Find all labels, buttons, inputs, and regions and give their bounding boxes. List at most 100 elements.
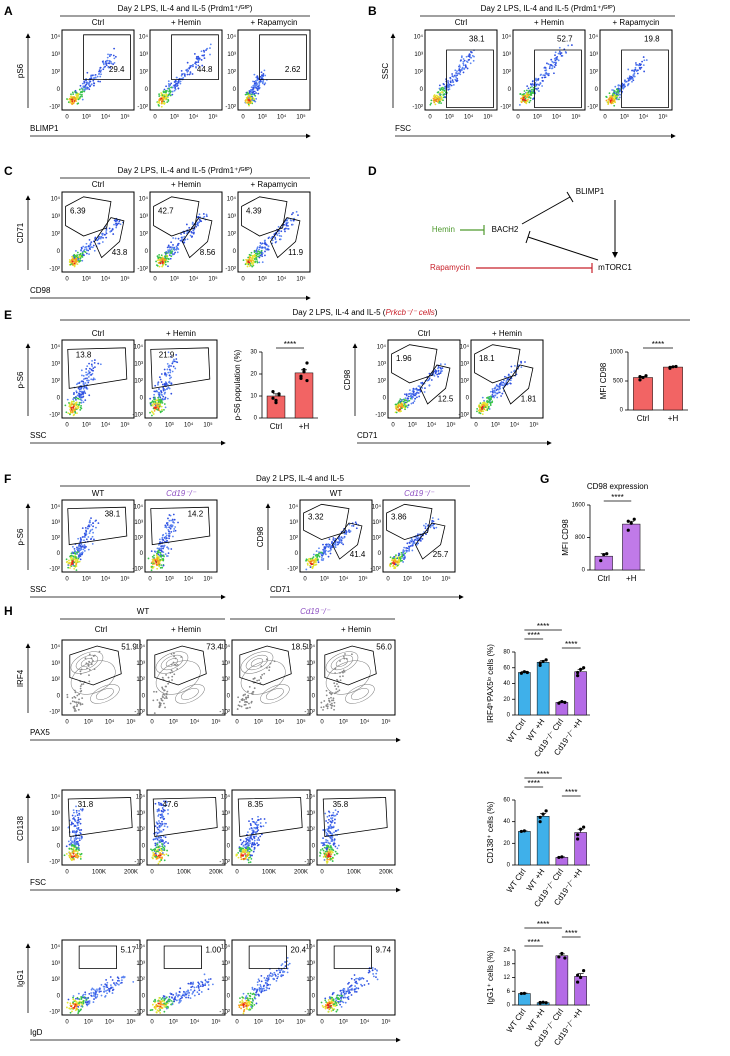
event-dot [251, 89, 254, 92]
event-dot [195, 56, 198, 58]
event-dot [463, 59, 466, 62]
event-dot [173, 528, 176, 530]
event-dot [176, 663, 179, 666]
column-header: + Hemin [171, 18, 201, 27]
event-dot [76, 840, 79, 843]
event-dot [528, 96, 531, 98]
event-dot [158, 849, 161, 851]
event-dot [175, 76, 178, 79]
event-dot [90, 83, 93, 86]
event-dot [94, 366, 96, 369]
event-dot [240, 847, 243, 850]
event-dot [510, 365, 513, 368]
y-tick-label: 0 [145, 249, 149, 255]
event-dot [109, 60, 112, 63]
event-dot [162, 91, 165, 94]
event-dot [547, 72, 550, 75]
gate-value: 8.56 [200, 248, 216, 257]
event-dot [159, 262, 162, 265]
event-dot [154, 842, 157, 845]
y-axis-label: CD98 [343, 369, 352, 390]
event-dot [494, 394, 497, 397]
event-dot [159, 814, 162, 816]
event-dot [264, 239, 266, 242]
event-dot [248, 686, 251, 688]
event-dot [312, 562, 315, 565]
event-dot [433, 527, 436, 530]
event-dot [83, 539, 85, 542]
event-dot [73, 695, 76, 698]
event-dot [77, 826, 80, 829]
event-dot [73, 561, 76, 564]
event-dot [161, 840, 164, 843]
event-dot [161, 94, 164, 97]
event-dot [336, 690, 339, 693]
event-dot [98, 242, 101, 245]
event-dot [528, 101, 531, 104]
event-dot [163, 382, 166, 385]
event-dot [70, 847, 73, 850]
event-dot [250, 262, 253, 265]
event-dot [158, 809, 160, 812]
event-dot [250, 251, 253, 254]
event-dot [529, 86, 532, 89]
event-dot [476, 410, 478, 413]
event-dot [71, 697, 74, 699]
event-dot [80, 94, 83, 96]
event-dot [79, 853, 82, 856]
y-tick-label: 10² [139, 232, 148, 238]
inhibition-line [527, 236, 599, 261]
event-dot [83, 88, 85, 91]
column-header: Ctrl [92, 329, 105, 338]
event-dot [240, 843, 243, 846]
event-dot [72, 97, 75, 99]
event-dot [109, 53, 111, 56]
event-dot [165, 853, 168, 856]
event-dot [399, 398, 402, 401]
event-dot [152, 851, 155, 854]
gate-value: 13.8 [76, 351, 92, 360]
event-dot [338, 540, 341, 543]
event-dot [157, 383, 159, 386]
event-dot [160, 373, 163, 375]
event-dot [337, 844, 340, 847]
event-dot [439, 363, 442, 366]
event-dot [94, 236, 97, 239]
event-dot [88, 532, 91, 535]
x-tick-label: 0 [148, 577, 152, 583]
event-dot [89, 248, 91, 250]
x-tick-label: 10³ [408, 423, 417, 429]
event-dot [98, 70, 100, 73]
event-dot [79, 822, 82, 825]
event-dot [107, 59, 109, 62]
event-dot [389, 556, 392, 559]
event-dot [162, 558, 165, 561]
event-dot [91, 359, 93, 362]
y-tick-label: 10⁴ [372, 504, 382, 511]
event-dot [414, 538, 417, 541]
y-tick-label: 0 [383, 396, 387, 402]
x-tick-label: 10⁵ [296, 719, 306, 726]
event-dot [91, 246, 94, 249]
event-dot [97, 237, 100, 240]
event-dot [411, 549, 414, 552]
event-dot [174, 81, 176, 84]
event-dot [328, 545, 331, 547]
event-dot [161, 815, 163, 818]
event-dot [171, 679, 173, 681]
y-tick-label: -10² [49, 860, 60, 866]
event-dot [74, 261, 77, 264]
event-dot [438, 93, 441, 95]
y-tick-label: 10² [51, 677, 60, 683]
event-dot [250, 700, 253, 703]
event-dot [85, 252, 88, 255]
event-dot [70, 837, 72, 839]
event-dot [80, 386, 83, 389]
y-tick-label: -10² [370, 567, 381, 573]
event-dot [305, 558, 308, 561]
event-dot [327, 855, 330, 858]
event-dot [526, 100, 529, 103]
event-dot [76, 856, 79, 859]
event-dot [334, 818, 336, 821]
event-dot [440, 102, 442, 105]
